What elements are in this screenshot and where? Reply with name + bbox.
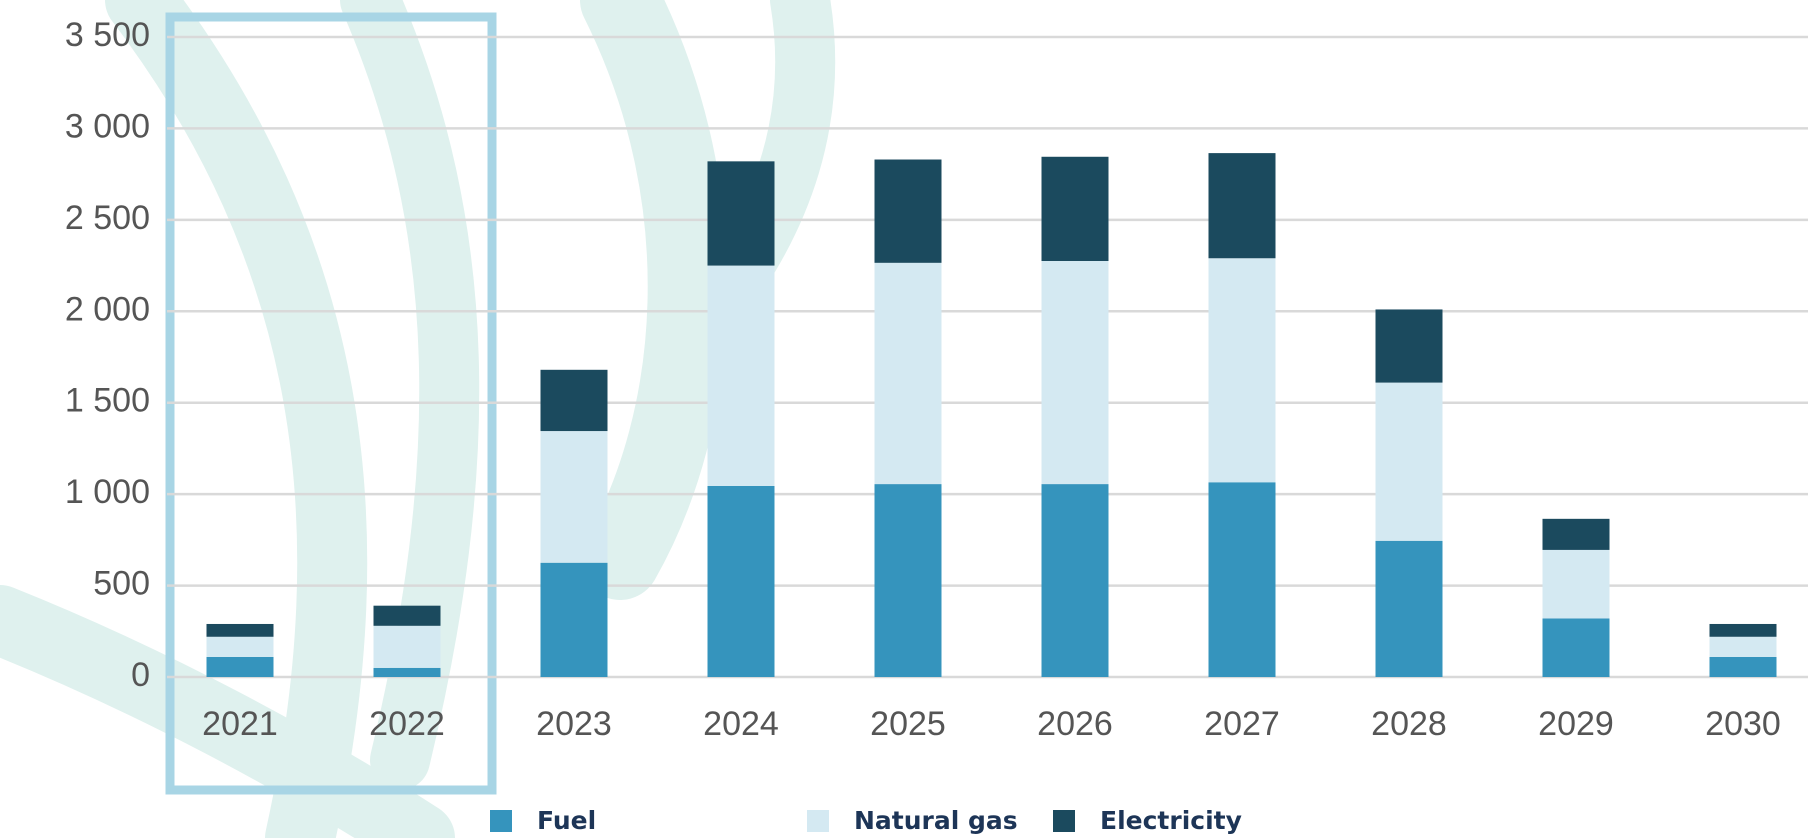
bar-segment	[373, 625, 441, 668]
y-tick-label: 3 000	[65, 107, 150, 145]
bar-segment	[707, 265, 775, 486]
bar-segment	[1542, 518, 1610, 550]
bar-segment	[874, 262, 942, 485]
x-tick-label: 2024	[703, 705, 779, 743]
bar-segment	[373, 605, 441, 626]
y-tick-label: 3 500	[65, 16, 150, 54]
bar-segment	[1709, 636, 1777, 657]
y-tick-label: 2 500	[65, 199, 150, 237]
legend-swatch	[1053, 810, 1075, 832]
bar-segment	[206, 656, 274, 677]
legend-label: Fuel	[537, 806, 596, 835]
y-tick-label: 1 000	[65, 473, 150, 511]
bar-segment	[1208, 258, 1276, 483]
bar-segment	[373, 667, 441, 677]
x-tick-label: 2028	[1371, 705, 1447, 743]
bar-segment	[540, 562, 608, 677]
bar-segment	[1542, 618, 1610, 677]
bar-segment	[874, 484, 942, 677]
legend-label: Natural gas	[854, 806, 1018, 835]
x-tick-label: 2030	[1705, 705, 1781, 743]
bar-segment	[1041, 156, 1109, 261]
bar-segment	[1041, 261, 1109, 485]
x-tick-label: 2027	[1204, 705, 1280, 743]
bar-segment	[206, 623, 274, 637]
bar-segment	[707, 485, 775, 677]
bar-segment	[1375, 309, 1443, 383]
bar-segment	[1208, 153, 1276, 259]
bar-segment	[540, 369, 608, 432]
bar-segment	[1208, 482, 1276, 677]
bar-segment	[1709, 623, 1777, 637]
x-tick-label: 2023	[536, 705, 612, 743]
bar-segment	[206, 636, 274, 657]
legend-swatch	[490, 810, 512, 832]
x-tick-label: 2022	[369, 705, 445, 743]
bar-segment	[1041, 484, 1109, 677]
y-tick-label: 2 000	[65, 290, 150, 328]
y-tick-label: 0	[131, 656, 150, 694]
bar-segment	[707, 161, 775, 266]
legend-swatch	[807, 810, 829, 832]
bar-segment	[1709, 656, 1777, 677]
bar-segment	[1542, 549, 1610, 619]
y-tick-label: 500	[93, 565, 150, 603]
x-tick-label: 2021	[202, 705, 278, 743]
legend-label: Electricity	[1100, 806, 1242, 835]
x-tick-label: 2026	[1037, 705, 1113, 743]
y-tick-label: 1 500	[65, 382, 150, 420]
bar-segment	[1375, 382, 1443, 541]
x-tick-label: 2025	[870, 705, 946, 743]
bar-segment	[1375, 540, 1443, 677]
x-tick-label: 2029	[1538, 705, 1614, 743]
bar-segment	[874, 159, 942, 263]
bar-segment	[540, 431, 608, 563]
